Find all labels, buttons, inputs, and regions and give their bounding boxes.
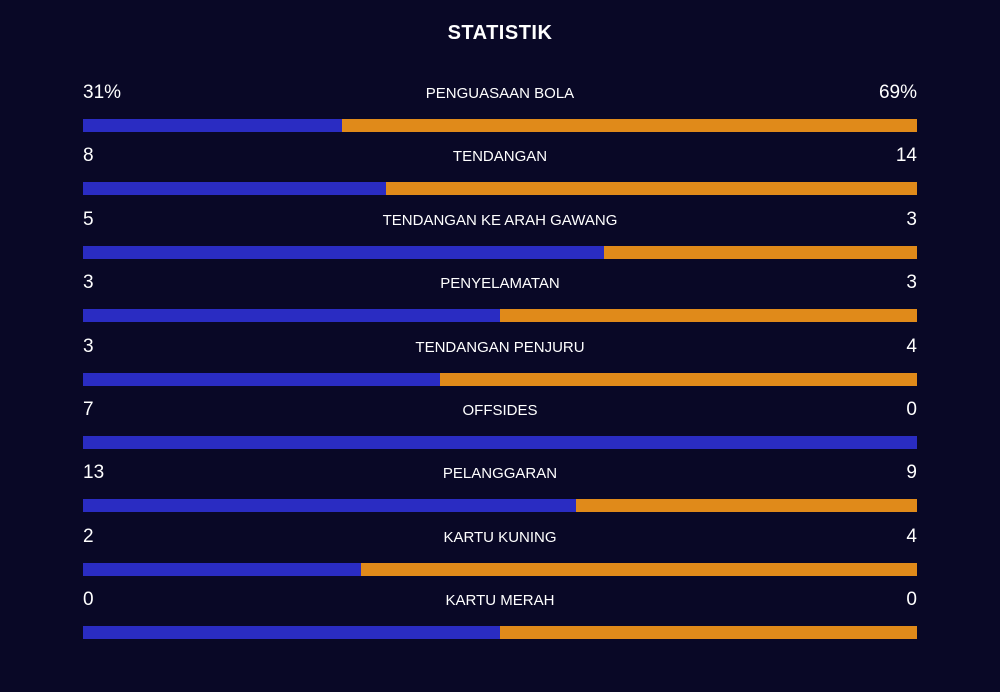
home-value: 0 xyxy=(83,589,94,611)
home-bar-segment xyxy=(83,245,605,259)
stat-label: TENDANGAN KE ARAH GAWANG xyxy=(382,211,618,229)
home-value: 2 xyxy=(83,525,94,547)
stat-label: KARTU MERAH xyxy=(445,592,555,610)
stat-row-red-cards: 0 KARTU MERAH 0 xyxy=(83,587,917,650)
home-value: 3 xyxy=(83,272,94,294)
home-value: 8 xyxy=(83,145,94,167)
away-value: 14 xyxy=(895,145,917,167)
comparison-bar xyxy=(83,372,917,386)
comparison-bar xyxy=(83,245,917,259)
away-bar-segment xyxy=(360,562,917,576)
comparison-bar xyxy=(83,626,917,640)
stats-list: 31% PENGUASAAN BOLA 69% 8 TENDANGAN 14 5… xyxy=(83,80,917,651)
home-value: 7 xyxy=(83,398,94,420)
stat-row-fouls: 13 PELANGGARAN 9 xyxy=(83,460,917,523)
home-value: 3 xyxy=(83,335,94,357)
comparison-bar xyxy=(83,499,917,513)
stat-label: OFFSIDES xyxy=(462,401,538,419)
home-bar-segment xyxy=(83,626,500,640)
away-bar-segment xyxy=(440,372,917,386)
away-bar-segment xyxy=(386,182,917,196)
comparison-bar xyxy=(83,182,917,196)
away-value: 0 xyxy=(906,398,917,420)
section-title: STATISTIK xyxy=(447,22,553,44)
home-bar-segment xyxy=(83,309,500,323)
away-value: 9 xyxy=(906,462,917,484)
stat-label: PELANGGARAN xyxy=(442,465,558,483)
home-bar-segment xyxy=(83,182,387,196)
stat-row-possession: 31% PENGUASAAN BOLA 69% xyxy=(83,80,917,143)
away-bar-segment xyxy=(575,499,917,513)
away-value: 69% xyxy=(878,82,917,103)
home-bar-segment xyxy=(83,499,576,513)
home-bar-segment xyxy=(83,372,441,386)
comparison-bar xyxy=(83,435,917,449)
comparison-bar xyxy=(83,119,917,132)
stat-row-shots-on-target: 5 TENDANGAN KE ARAH GAWANG 3 xyxy=(83,207,917,270)
comparison-bar xyxy=(83,562,917,576)
away-bar-segment xyxy=(604,245,917,259)
away-bar-segment xyxy=(500,309,917,323)
stat-row-offsides: 7 OFFSIDES 0 xyxy=(83,397,917,460)
stat-label: KARTU KUNING xyxy=(443,528,557,546)
stat-label: PENYELAMATAN xyxy=(440,275,560,293)
away-bar-segment xyxy=(500,626,917,640)
stat-row-yellow-cards: 2 KARTU KUNING 4 xyxy=(83,524,917,587)
away-value: 3 xyxy=(906,208,917,230)
home-value: 5 xyxy=(83,208,94,230)
stat-row-saves: 3 PENYELAMATAN 3 xyxy=(83,270,917,333)
stat-label: PENGUASAAN BOLA xyxy=(425,85,575,102)
stat-label: TENDANGAN PENJURU xyxy=(415,338,585,356)
away-bar-segment xyxy=(341,119,917,132)
stat-label: TENDANGAN xyxy=(452,148,548,166)
stat-row-corners: 3 TENDANGAN PENJURU 4 xyxy=(83,334,917,397)
comparison-bar xyxy=(83,309,917,323)
away-value: 0 xyxy=(906,589,917,611)
home-bar-segment xyxy=(83,562,361,576)
home-value: 31% xyxy=(83,82,122,103)
home-bar-segment xyxy=(83,435,917,449)
stat-row-shots: 8 TENDANGAN 14 xyxy=(83,143,917,206)
home-bar-segment xyxy=(83,119,342,132)
away-value: 3 xyxy=(906,272,917,294)
home-value: 13 xyxy=(83,462,105,484)
away-value: 4 xyxy=(906,335,917,357)
away-value: 4 xyxy=(906,525,917,547)
